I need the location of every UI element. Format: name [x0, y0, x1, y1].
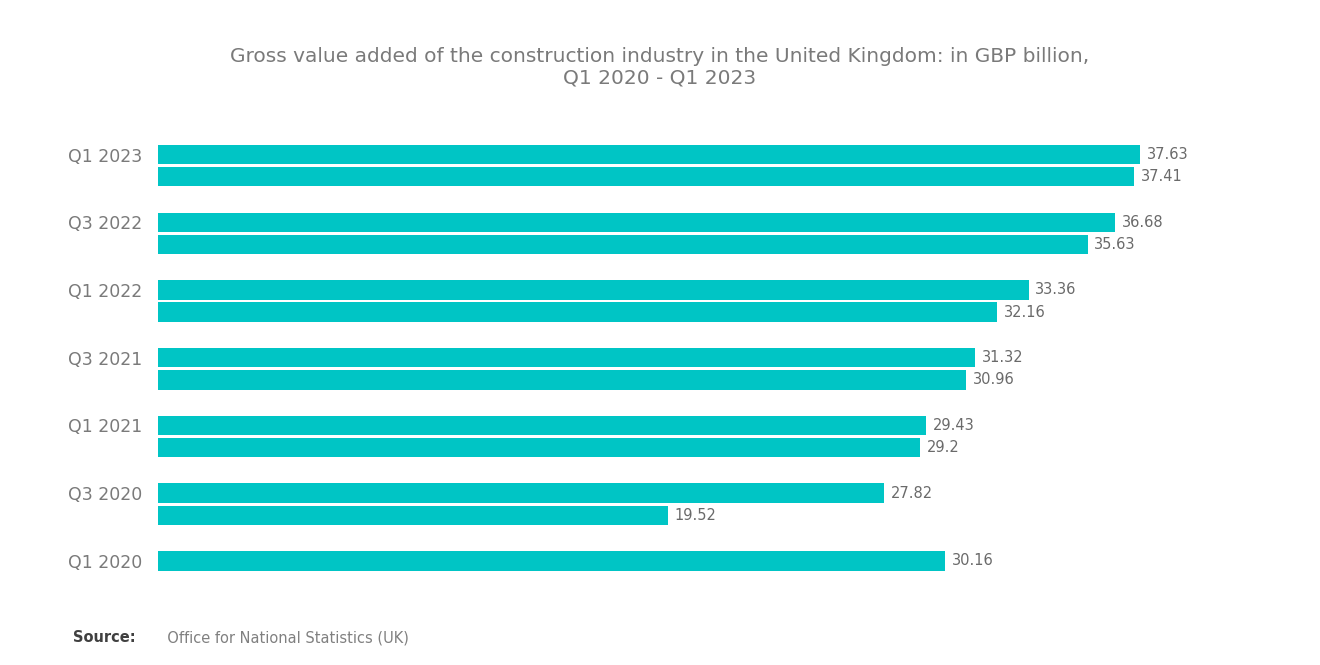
Text: 35.63: 35.63	[1094, 237, 1135, 252]
Text: Gross value added of the construction industry in the United Kingdom: in GBP bil: Gross value added of the construction in…	[231, 47, 1089, 88]
Bar	[158, 213, 1115, 232]
Bar	[158, 483, 884, 503]
Bar	[158, 551, 945, 571]
Bar	[158, 348, 975, 367]
Text: 37.41: 37.41	[1140, 169, 1183, 184]
Bar	[158, 416, 927, 435]
Bar	[158, 505, 668, 525]
Text: 32.16: 32.16	[1003, 305, 1045, 320]
Bar	[158, 370, 966, 390]
Text: 29.2: 29.2	[927, 440, 960, 455]
Text: Office for National Statistics (UK): Office for National Statistics (UK)	[158, 630, 409, 645]
Bar	[158, 438, 920, 458]
Text: Source:: Source:	[73, 630, 135, 645]
Text: 30.16: 30.16	[952, 553, 994, 569]
Text: 37.63: 37.63	[1147, 147, 1188, 162]
Bar	[158, 303, 998, 322]
Bar	[158, 235, 1088, 254]
Text: 27.82: 27.82	[891, 485, 933, 501]
Text: 33.36: 33.36	[1035, 283, 1077, 297]
Text: 30.96: 30.96	[973, 372, 1014, 387]
Text: 19.52: 19.52	[675, 508, 715, 523]
Bar	[158, 281, 1028, 300]
Text: 36.68: 36.68	[1122, 215, 1163, 230]
Text: 31.32: 31.32	[982, 350, 1023, 365]
Bar	[158, 145, 1140, 164]
Bar	[158, 167, 1134, 186]
Text: 29.43: 29.43	[933, 418, 974, 433]
